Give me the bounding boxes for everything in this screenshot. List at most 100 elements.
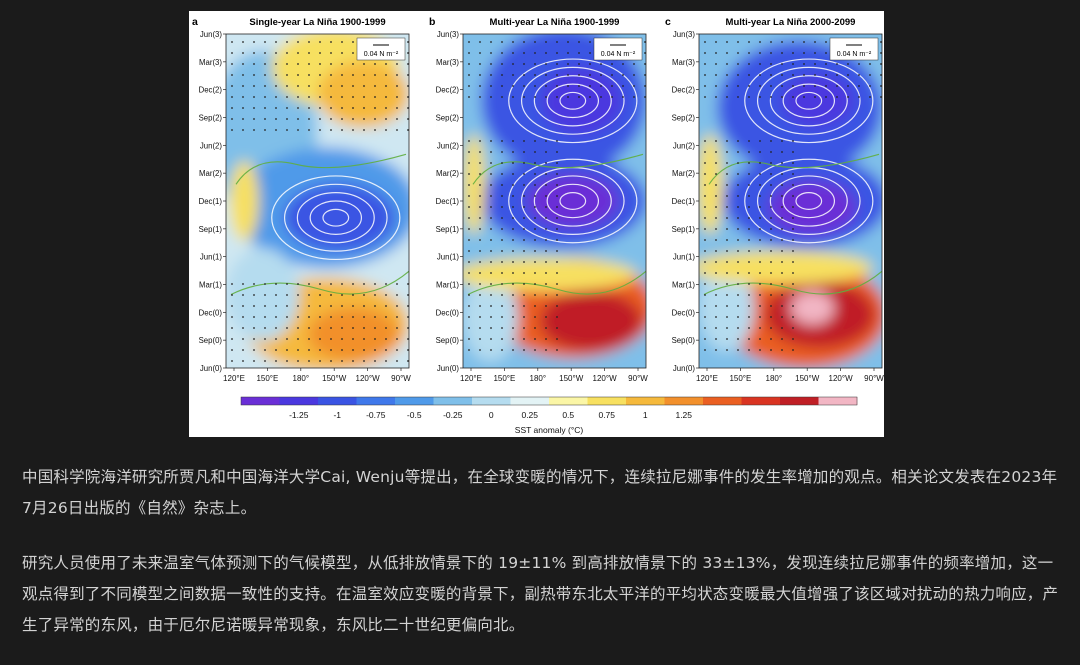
- dot: [759, 162, 761, 164]
- dot: [715, 316, 717, 318]
- y-tick-label: Mar(1): [199, 281, 222, 290]
- dot: [781, 250, 783, 252]
- dot: [567, 52, 569, 54]
- dot: [803, 63, 805, 65]
- y-tick-label: Mar(3): [199, 58, 222, 67]
- dot: [781, 162, 783, 164]
- dot: [556, 338, 558, 340]
- dot: [352, 327, 354, 329]
- dot: [726, 63, 728, 65]
- dot: [512, 206, 514, 208]
- dot: [407, 85, 409, 87]
- dot: [242, 74, 244, 76]
- dot: [396, 349, 398, 351]
- y-tick-label: Jun(2): [200, 141, 223, 150]
- dot: [523, 63, 525, 65]
- dot: [479, 305, 481, 307]
- dot: [501, 294, 503, 296]
- dot: [770, 63, 772, 65]
- dot: [556, 228, 558, 230]
- dot: [363, 96, 365, 98]
- dot: [468, 52, 470, 54]
- dot: [704, 283, 706, 285]
- dot: [501, 96, 503, 98]
- dot: [759, 294, 761, 296]
- dot: [363, 283, 365, 285]
- dot: [374, 283, 376, 285]
- dot: [501, 63, 503, 65]
- dot: [726, 327, 728, 329]
- dot: [479, 74, 481, 76]
- dot: [512, 41, 514, 43]
- dot: [556, 151, 558, 153]
- dot: [534, 173, 536, 175]
- dot: [748, 228, 750, 230]
- dot: [644, 96, 646, 98]
- dot: [748, 316, 750, 318]
- dot: [352, 283, 354, 285]
- dot: [319, 52, 321, 54]
- dot: [781, 140, 783, 142]
- x-tick-label: 120°E: [696, 374, 718, 383]
- dot: [578, 52, 580, 54]
- colorbar-tick-label: 1: [643, 410, 648, 420]
- dot: [468, 184, 470, 186]
- dot: [825, 74, 827, 76]
- dot: [770, 305, 772, 307]
- dot: [385, 349, 387, 351]
- dot: [253, 63, 255, 65]
- dot: [523, 173, 525, 175]
- dot: [319, 96, 321, 98]
- dot: [490, 173, 492, 175]
- y-tick-label: Sep(2): [436, 114, 460, 123]
- dot: [737, 85, 739, 87]
- dot: [501, 52, 503, 54]
- wind-scale-box: [593, 37, 643, 61]
- dot: [512, 239, 514, 241]
- dot: [556, 74, 558, 76]
- dot: [330, 360, 332, 362]
- dot: [308, 74, 310, 76]
- dot: [770, 228, 772, 230]
- dot: [523, 283, 525, 285]
- dot: [374, 316, 376, 318]
- dot: [781, 283, 783, 285]
- dot: [374, 74, 376, 76]
- dot: [759, 206, 761, 208]
- dot: [490, 349, 492, 351]
- dot: [330, 316, 332, 318]
- dot: [319, 360, 321, 362]
- dot: [242, 349, 244, 351]
- dot: [715, 85, 717, 87]
- dot: [374, 294, 376, 296]
- dot: [479, 316, 481, 318]
- dot: [567, 63, 569, 65]
- dot: [385, 118, 387, 120]
- dot: [759, 195, 761, 197]
- dot: [825, 85, 827, 87]
- dot: [512, 162, 514, 164]
- y-tick-label: Mar(1): [672, 281, 695, 290]
- dot: [759, 261, 761, 263]
- dot: [479, 63, 481, 65]
- dot: [770, 52, 772, 54]
- dot: [523, 316, 525, 318]
- dot: [589, 52, 591, 54]
- dot: [253, 349, 255, 351]
- wind-scale-box: [356, 37, 406, 61]
- dot: [737, 63, 739, 65]
- dot: [242, 129, 244, 131]
- contour-line: [744, 158, 874, 244]
- dot: [352, 74, 354, 76]
- dot: [792, 162, 794, 164]
- dot: [704, 96, 706, 98]
- dot: [556, 173, 558, 175]
- dot: [341, 85, 343, 87]
- y-tick-label: Mar(3): [436, 58, 459, 67]
- x-tick-label: 150°E: [493, 374, 515, 383]
- dot: [242, 118, 244, 120]
- dot: [792, 140, 794, 142]
- dot: [534, 162, 536, 164]
- dot: [231, 129, 233, 131]
- dot: [726, 162, 728, 164]
